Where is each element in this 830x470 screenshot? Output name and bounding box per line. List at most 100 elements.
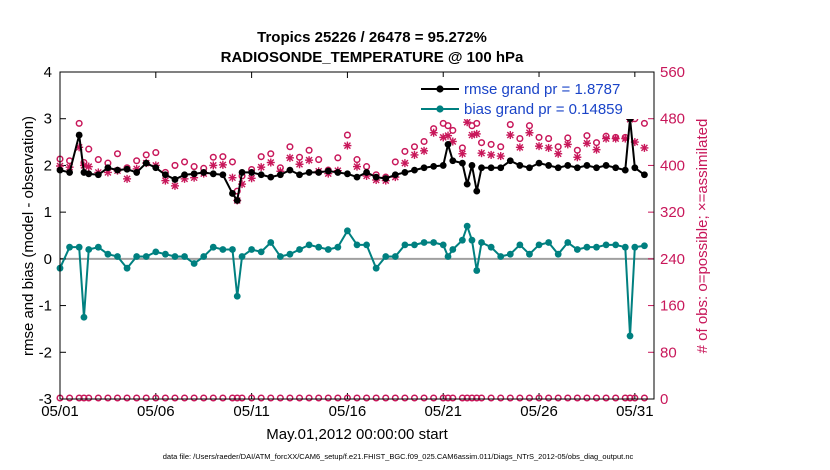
- obs-zero-marker: [233, 394, 241, 402]
- bias-point: [267, 239, 275, 246]
- footer-data-file: data file: /Users/raeder/DAI/ATM_forcXX/…: [163, 452, 634, 461]
- bias-point: [602, 241, 610, 249]
- obs-zero-marker: [171, 394, 179, 402]
- obs-possible-point: [545, 135, 553, 143]
- obs-possible-point: [219, 153, 227, 161]
- obs-possible-point: [573, 146, 581, 154]
- bias-point: [142, 253, 150, 260]
- bias-point: [631, 243, 639, 251]
- obs-possible-point: [516, 135, 524, 143]
- rmse-series-line: [59, 117, 646, 202]
- rmse-point: [535, 159, 543, 167]
- obs-possible-point: [286, 143, 294, 151]
- rmse-point: [593, 164, 600, 172]
- obs-zero-marker: [123, 394, 131, 402]
- rmse-point: [286, 166, 294, 174]
- obs-zero-marker: [444, 394, 452, 402]
- bias-point: [133, 253, 141, 260]
- obs-possible-point: [295, 153, 304, 161]
- y-right-tick-label: 320: [660, 204, 685, 221]
- rmse-point: [305, 169, 313, 176]
- y-tick-label: 1: [44, 204, 52, 221]
- obs-assimilated-point: [161, 176, 170, 185]
- y-tick-label: -2: [39, 344, 52, 361]
- y-right-tick-label: 160: [660, 298, 685, 315]
- x-tick-label: 05/01: [41, 403, 79, 420]
- plot-frame: [59, 71, 655, 400]
- obs-zero-marker: [468, 394, 476, 402]
- obs-zero-marker: [497, 394, 505, 402]
- obs-zero-marker: [238, 394, 246, 402]
- obs-zero-marker: [583, 394, 591, 402]
- bias-point: [94, 243, 102, 251]
- obs-assimilated-point: [525, 128, 534, 137]
- bias-point: [324, 246, 332, 253]
- bias-point: [612, 241, 620, 249]
- rmse-point: [516, 162, 524, 169]
- rmse-point: [372, 173, 380, 181]
- obs-assimilated-point: [611, 134, 620, 143]
- chart-subtitle: RADIOSONDE_TEMPERATURE @ 100 hPa: [221, 49, 524, 66]
- rmse-point: [602, 162, 610, 169]
- obs-possible-point: [190, 163, 198, 171]
- bias-point: [463, 222, 471, 230]
- obs-assimilated-point: [285, 153, 294, 162]
- obs-assimilated-point: [563, 140, 572, 149]
- rmse-point: [315, 169, 323, 176]
- obs-assimilated-point: [257, 163, 266, 172]
- obs-assimilated-point: [410, 150, 419, 159]
- rmse-point: [430, 162, 438, 170]
- obs-assimilated-point: [429, 128, 438, 137]
- bias-point: [458, 236, 466, 244]
- bias-point: [286, 250, 294, 258]
- rmse-point: [545, 162, 553, 169]
- obs-possible-point: [363, 163, 371, 171]
- bias-point: [114, 253, 121, 260]
- rmse-point: [612, 164, 620, 172]
- y-axis-right-label: # of obs: o=possible; ×=assimilated: [694, 119, 711, 354]
- bias-point: [439, 241, 447, 249]
- chart-title: Tropics 25226 / 26478 = 95.272%: [257, 29, 487, 46]
- bias-point: [305, 241, 313, 249]
- obs-assimilated-point: [582, 139, 591, 148]
- y-right-tick-label: 400: [660, 157, 685, 174]
- bias-series-line: [59, 225, 645, 337]
- rmse-point: [564, 162, 572, 169]
- obs-zero-marker: [545, 394, 553, 402]
- obs-zero-marker: [372, 394, 380, 402]
- obs-zero-marker: [564, 394, 572, 402]
- bias-point: [583, 243, 591, 251]
- y-tick-label: 2: [44, 157, 52, 174]
- obs-assimilated-point: [343, 141, 352, 150]
- obs-zero-marker: [257, 394, 265, 402]
- obs-possible-point: [180, 158, 189, 166]
- y-right-tick-label: 0: [660, 391, 668, 408]
- obs-zero-marker: [80, 394, 88, 402]
- obs-assimilated-point: [472, 129, 481, 138]
- obs-possible-point: [554, 143, 562, 151]
- rmse-point: [248, 169, 256, 176]
- obs-assimilated-point: [266, 158, 275, 167]
- rmse-point: [478, 164, 485, 172]
- obs-zero-marker: [573, 394, 581, 402]
- obs-zero-marker: [94, 394, 102, 402]
- x-tick-label: 05/06: [137, 403, 175, 420]
- bias-point: [123, 264, 131, 272]
- rmse-point: [200, 169, 208, 176]
- bias-point: [444, 253, 452, 260]
- bias-point: [190, 260, 198, 267]
- x-tick-label: 05/31: [616, 403, 654, 420]
- obs-zero-marker: [420, 394, 428, 402]
- legend: rmse grand pr = 1.8787 bias grand pr = 0…: [416, 77, 648, 119]
- rmse-point: [171, 176, 179, 183]
- bias-point: [85, 246, 93, 253]
- obs-possible-point: [75, 119, 83, 127]
- rmse-point: [209, 170, 217, 178]
- rmse-point: [152, 164, 160, 172]
- obs-zero-marker: [458, 394, 466, 402]
- rmse-point: [526, 164, 533, 172]
- x-tick-label: 05/26: [520, 403, 558, 420]
- bias-point: [233, 292, 241, 300]
- obs-zero-marker: [439, 394, 447, 402]
- bias-point: [593, 243, 600, 251]
